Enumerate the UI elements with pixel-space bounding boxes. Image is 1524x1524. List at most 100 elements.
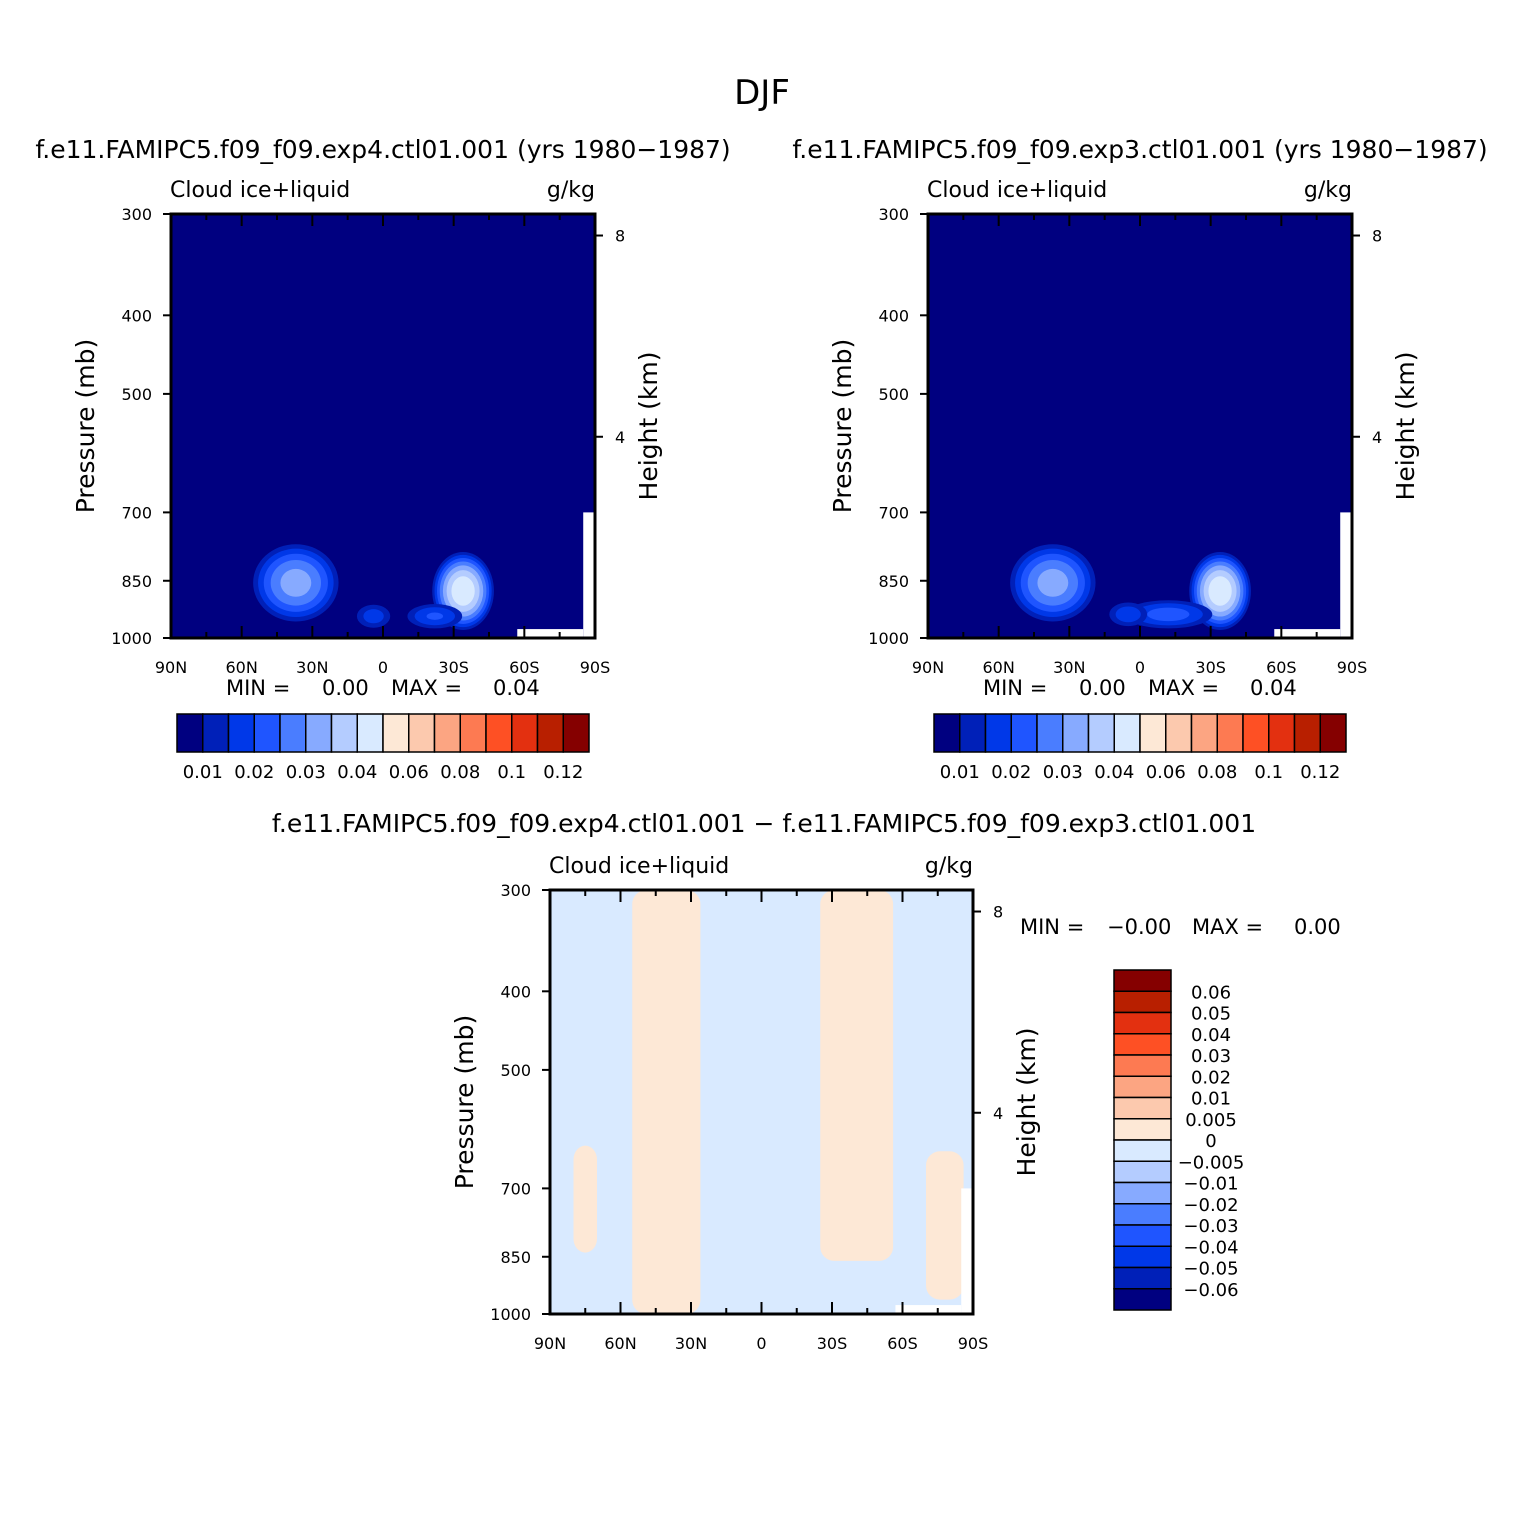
y-tick-label: 850 [878,572,909,591]
y-axis-label: Pressure (mb) [450,1015,479,1189]
colorbar-label: 0.1 [1254,762,1283,783]
colorbar-label: 0.05 [1191,1004,1231,1025]
x-tick-label: 90S [1337,658,1368,677]
x-tick-label: 90S [958,1334,989,1353]
colorbar-box [1113,1096,1172,1120]
colorbar-box [227,713,255,753]
colorbar-box [279,713,307,753]
colorbar-box [1268,713,1296,753]
panel-title: f.e11.FAMIPC5.f09_f09.exp4.ctl01.001 (yr… [35,135,730,164]
y-tick-label: 500 [878,385,909,404]
colorbar-box [305,713,333,753]
field-background [550,890,973,1314]
colorbar-label: 0.06 [1146,762,1186,783]
colorbar-label: 0.06 [1191,982,1231,1003]
x-tick-label: 60S [1266,658,1297,677]
colorbar-box [511,713,539,753]
colorbar-box [1113,969,1172,992]
missing-data-antarctic [517,629,584,638]
y-tick-label: 500 [121,385,152,404]
panel-title: f.e11.FAMIPC5.f09_f09.exp3.ctl01.001 (yr… [792,135,1487,164]
colorbar-box [433,713,461,753]
x-tick-label: 0 [756,1334,766,1353]
colorbar-box [1036,713,1064,753]
contour-field [171,214,595,638]
colorbar-box [1139,713,1167,753]
colorbar-label: 0.12 [1300,762,1340,783]
colorbar-box [1113,1245,1172,1269]
colorbar-box [1113,1266,1172,1290]
colorbar-label: −0.005 [1178,1152,1245,1173]
y-tick-label: 700 [500,1179,531,1198]
min-value: 0.00 [322,676,369,700]
positive-region-0 [632,890,701,1314]
height-tick-label: 8 [1372,227,1382,246]
colorbar-box [1113,990,1172,1014]
x-tick-label: 30S [817,1334,848,1353]
colorbar-label: 0.04 [1094,762,1134,783]
colorbar-label: 0.01 [1191,1089,1231,1110]
colorbar-label: −0.02 [1183,1195,1238,1216]
max-label: MAX = [1148,676,1219,700]
colorbar-label: 0.01 [183,762,223,783]
y-tick-label: 1000 [868,629,909,648]
colorbar-box [562,713,590,753]
colorbar-box [1113,1075,1172,1099]
min-label: MIN = [983,676,1047,700]
missing-data-antarctic [895,1305,962,1314]
colorbar-box [253,713,281,753]
y-tick-label: 300 [878,205,909,224]
y-tick-label: 400 [500,982,531,1001]
contour-level-2-2 [426,612,444,620]
x-tick-label: 0 [1135,658,1145,677]
colorbar-box [1113,1011,1172,1035]
x-tick-label: 90N [534,1334,566,1353]
y-axis-label: Pressure (mb) [71,339,100,513]
colorbar-box [330,713,358,753]
y-tick-label: 400 [121,306,152,325]
colorbar-box [1087,713,1115,753]
height-tick-label: 4 [993,1104,1003,1123]
right-axis-label: Height (km) [1012,1028,1041,1177]
max-label: MAX = [391,676,462,700]
min-value: 0.00 [1079,676,1126,700]
colorbar-box [1062,713,1090,753]
x-tick-label: 90N [912,658,944,677]
colorbar-label: −0.01 [1183,1174,1238,1195]
x-tick-label: 60N [983,658,1015,677]
colorbar-label: 0.03 [286,762,326,783]
colorbar-box [959,713,987,753]
colorbar-box [933,713,961,753]
positive-region-1 [820,890,894,1261]
contour-level-0-4 [280,568,312,597]
missing-data-south [961,1188,973,1314]
colorbar-box [408,713,436,753]
contour-field [928,214,1352,638]
positive-region-3 [926,1151,964,1300]
colorbar-box [176,713,204,753]
panel-exp4: f.e11.FAMIPC5.f09_f09.exp4.ctl01.001 (yr… [35,135,730,783]
right-string: g/kg [1304,178,1352,203]
colorbar-label: 0.01 [940,762,980,783]
colorbar-box [1113,1160,1172,1184]
colorbar-box [1113,1203,1172,1226]
colorbar-label: −0.04 [1183,1237,1238,1258]
max-label: MAX = [1192,915,1263,939]
contour-level-1-6 [1208,576,1232,606]
colorbar-box [1293,713,1321,753]
right-axis-label: Height (km) [634,352,663,501]
colorbar-box [459,713,487,753]
min-label: MIN = [226,676,290,700]
x-tick-label: 60N [226,658,258,677]
right-string: g/kg [925,854,973,879]
missing-data-south [583,512,595,638]
colorbar-box [1113,1288,1172,1311]
contour-level-1-6 [451,576,475,606]
panel-title: f.e11.FAMIPC5.f09_f09.exp4.ctl01.001 − f… [272,809,1256,838]
left-string: Cloud ice+liquid [927,178,1107,203]
colorbar-box [356,713,384,753]
colorbar-label: 0.02 [991,762,1031,783]
y-tick-label: 500 [500,1061,531,1080]
colorbar-box [1113,1118,1172,1141]
